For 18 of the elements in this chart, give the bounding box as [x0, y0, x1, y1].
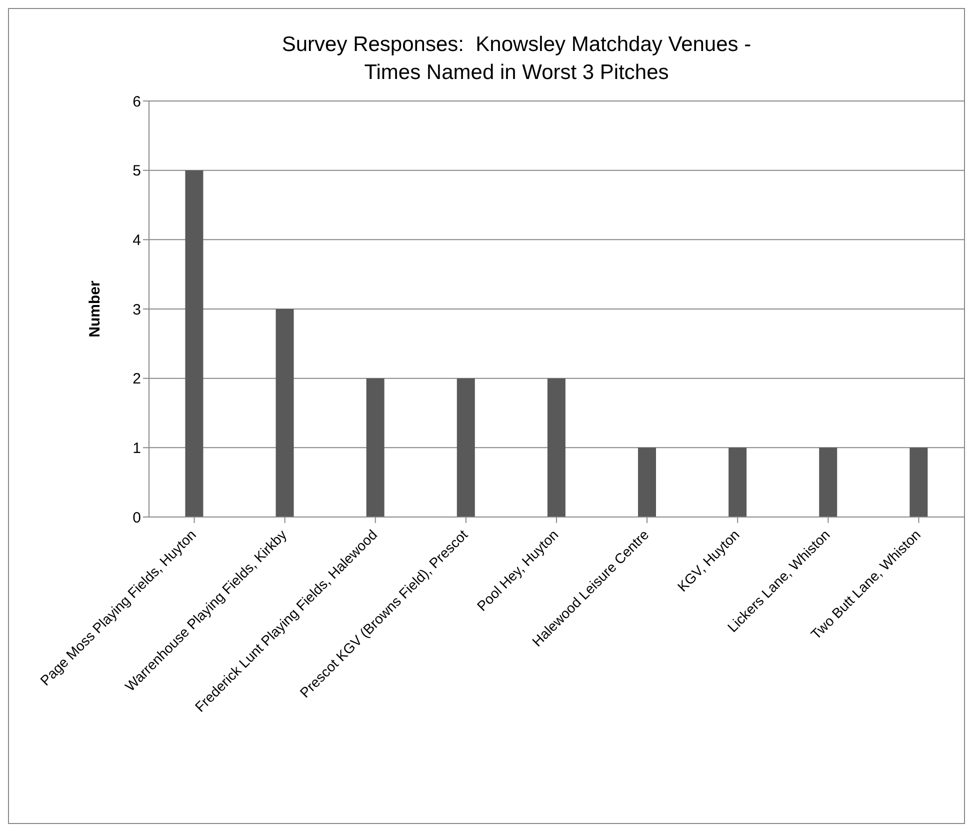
bar — [547, 378, 566, 517]
y-axis-title: Number — [86, 280, 104, 338]
y-tick-label: 4 — [132, 232, 141, 249]
bar — [276, 309, 294, 517]
y-tick-label: 5 — [132, 162, 141, 180]
y-tick-label: 1 — [132, 440, 141, 457]
bar — [366, 378, 384, 517]
y-tick-label: 6 — [132, 93, 141, 110]
bar — [910, 448, 928, 517]
chart-title: Survey Responses: Knowsley Matchday Venues - Times Named in Worst 3 Pitches — [280, 32, 752, 86]
bar — [638, 448, 656, 517]
bar — [185, 170, 204, 517]
bar — [456, 378, 475, 517]
bar — [728, 448, 747, 517]
y-tick-label: 3 — [132, 301, 141, 318]
y-tick-label: 0 — [132, 509, 141, 526]
bar — [819, 448, 838, 517]
y-tick-label: 2 — [132, 370, 141, 388]
